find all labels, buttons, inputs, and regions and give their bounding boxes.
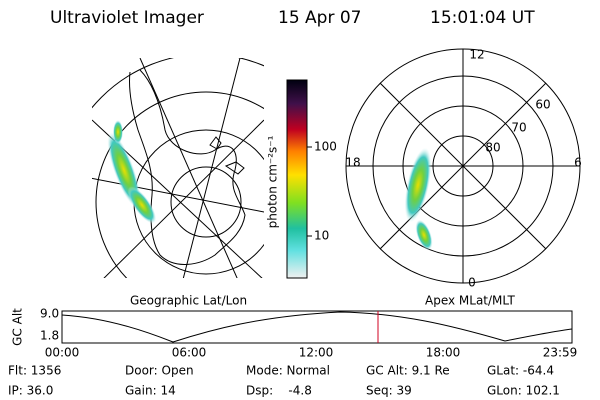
- footer-field: GC Alt: 9.1 Re: [366, 364, 450, 378]
- title: Ultraviolet Imager: [50, 8, 204, 28]
- x-tick-label: 18:00: [426, 346, 461, 360]
- alt-plot-frame: [61, 310, 573, 344]
- mlt-label: 0: [468, 276, 476, 290]
- colorbar-tick-label: 100: [314, 140, 337, 154]
- colorbar-tick-label: 10: [314, 229, 329, 243]
- alt-ylabel: GC Alt: [11, 308, 25, 346]
- x-tick-label: 06:00: [172, 346, 207, 360]
- footer: Flt: 1356 Door: Open Mode: Normal GC Alt: 9…: [8, 364, 560, 398]
- y-tick-label: 1.8: [40, 329, 59, 343]
- x-tick-label: 23:59: [543, 346, 578, 360]
- footer-field: GLat: -64.4: [487, 364, 554, 378]
- geo-panel-label: Geographic Lat/Lon: [130, 294, 247, 308]
- footer-field: Flt: 1356: [8, 364, 61, 378]
- footer-field: Seq: 39: [366, 384, 412, 398]
- time: 15:01:04 UT: [430, 8, 535, 28]
- mag-polar: [345, 48, 581, 284]
- date: 15 Apr 07: [278, 8, 361, 28]
- mlt-label: 6: [574, 156, 582, 170]
- mag-panel-label: Apex MLat/MLT: [425, 294, 515, 308]
- footer-field: Door: Open: [125, 364, 194, 378]
- colorbar-label: photon cm⁻²s⁻¹: [266, 135, 280, 228]
- x-tick-label: 00:00: [45, 346, 80, 360]
- footer-field: Dsp: -4.8: [246, 384, 312, 398]
- footer-field: GLon: 102.1: [487, 384, 560, 398]
- mlt-label: 12: [469, 48, 484, 62]
- lat-label: 70: [511, 121, 526, 135]
- lat-label: 80: [485, 141, 500, 155]
- lat-label: 60: [535, 98, 550, 112]
- footer-field: Gain: 14: [125, 384, 176, 398]
- colorbar: [286, 79, 308, 279]
- geo-map: [92, 58, 264, 278]
- alt-curve: [61, 311, 573, 343]
- footer-field: IP: 36.0: [8, 384, 53, 398]
- footer-field: Mode: Normal: [246, 364, 330, 378]
- mlt-label: 18: [345, 156, 360, 170]
- x-tick-label: 12:00: [299, 346, 334, 360]
- y-tick-label: 9.0: [40, 307, 59, 321]
